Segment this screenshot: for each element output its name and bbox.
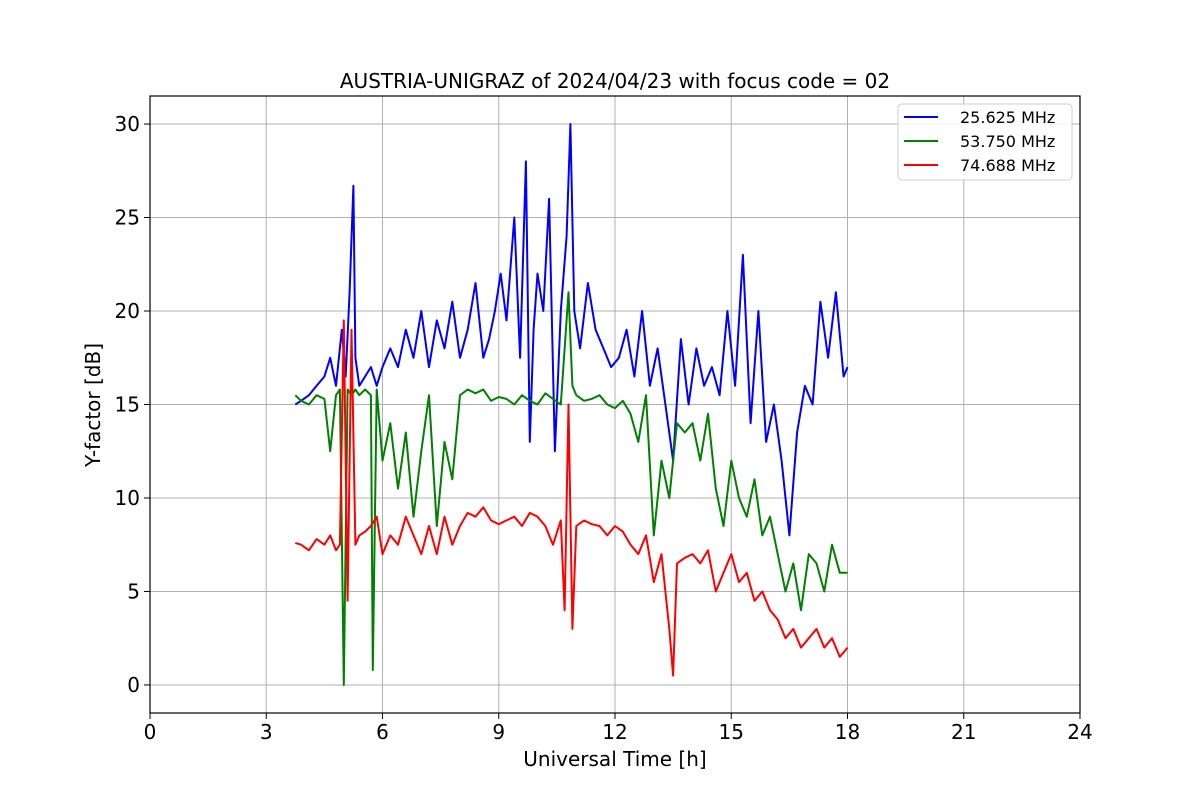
x-tick-label: 18 — [835, 720, 860, 744]
legend-box — [897, 103, 1073, 181]
series-line-1 — [294, 123, 849, 537]
y-tick-label: 5 — [127, 579, 140, 603]
chart-title: AUSTRIA-UNIGRAZ of 2024/04/23 with focus… — [340, 69, 890, 93]
grid-lines — [149, 96, 1081, 713]
x-tick-label: 15 — [719, 720, 744, 744]
x-tick-label: 3 — [260, 720, 273, 744]
y-axis-label: Y-factor [dB] — [81, 343, 105, 468]
y-tick-label: 15 — [115, 393, 140, 417]
x-tick-label: 21 — [951, 720, 976, 744]
y-axis: 0 5 10 15 20 25 30 — [115, 112, 150, 697]
x-tick-label: 0 — [144, 720, 157, 744]
y-tick-label: 25 — [115, 206, 140, 230]
x-tick-label: 12 — [602, 720, 627, 744]
y-tick-label: 0 — [127, 673, 140, 697]
legend-label-series-1: 25.625 MHz — [960, 108, 1055, 127]
legend-label-series-2: 53.750 MHz — [960, 132, 1055, 151]
series-line-2 — [294, 291, 848, 686]
x-tick-label: 9 — [492, 720, 505, 744]
y-tick-label: 30 — [115, 112, 140, 136]
y-tick-label: 20 — [115, 299, 140, 323]
legend: 25.625 MHz 53.750 MHz 74.688 MHz — [897, 103, 1073, 181]
x-axis: 0 3 6 9 12 15 18 21 24 — [144, 713, 1093, 744]
x-tick-label: 6 — [376, 720, 389, 744]
x-axis-label: Universal Time [h] — [523, 747, 706, 771]
legend-label-series-3: 74.688 MHz — [960, 156, 1055, 175]
x-tick-label: 24 — [1067, 720, 1092, 744]
series-layer — [294, 123, 849, 686]
y-tick-label: 10 — [115, 486, 140, 510]
series-line-3 — [295, 319, 849, 677]
